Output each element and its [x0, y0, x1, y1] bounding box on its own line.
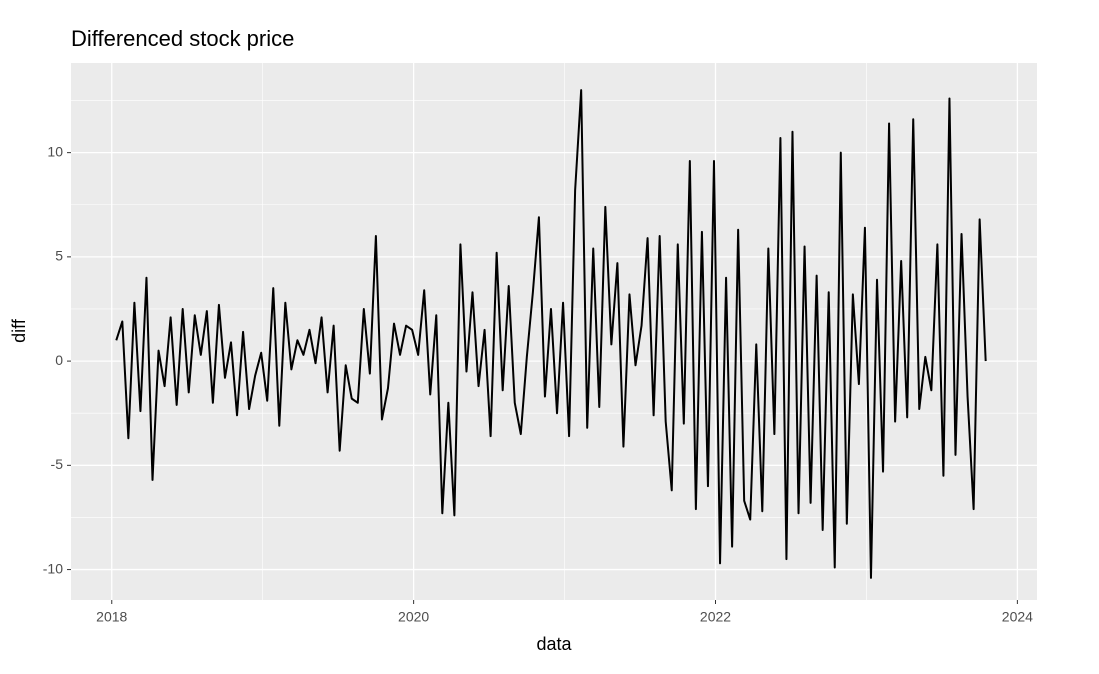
x-tick-label: 2022 — [700, 609, 731, 625]
panel — [71, 63, 1037, 600]
x-axis-title: data — [536, 634, 572, 654]
y-tick-label: -10 — [43, 560, 63, 576]
x-tick-label: 2024 — [1002, 609, 1033, 625]
y-axis-title: diff — [9, 318, 29, 343]
y-tick-label: 0 — [55, 352, 63, 368]
x-tick-label: 2020 — [398, 609, 429, 625]
y-tick-label: -5 — [51, 456, 64, 472]
y-tick-label: 10 — [47, 143, 63, 159]
chart-title: Differenced stock price — [71, 26, 294, 51]
x-tick-label: 2018 — [96, 609, 127, 625]
y-tick-label: 5 — [55, 248, 63, 264]
data-line — [115, 89, 987, 579]
